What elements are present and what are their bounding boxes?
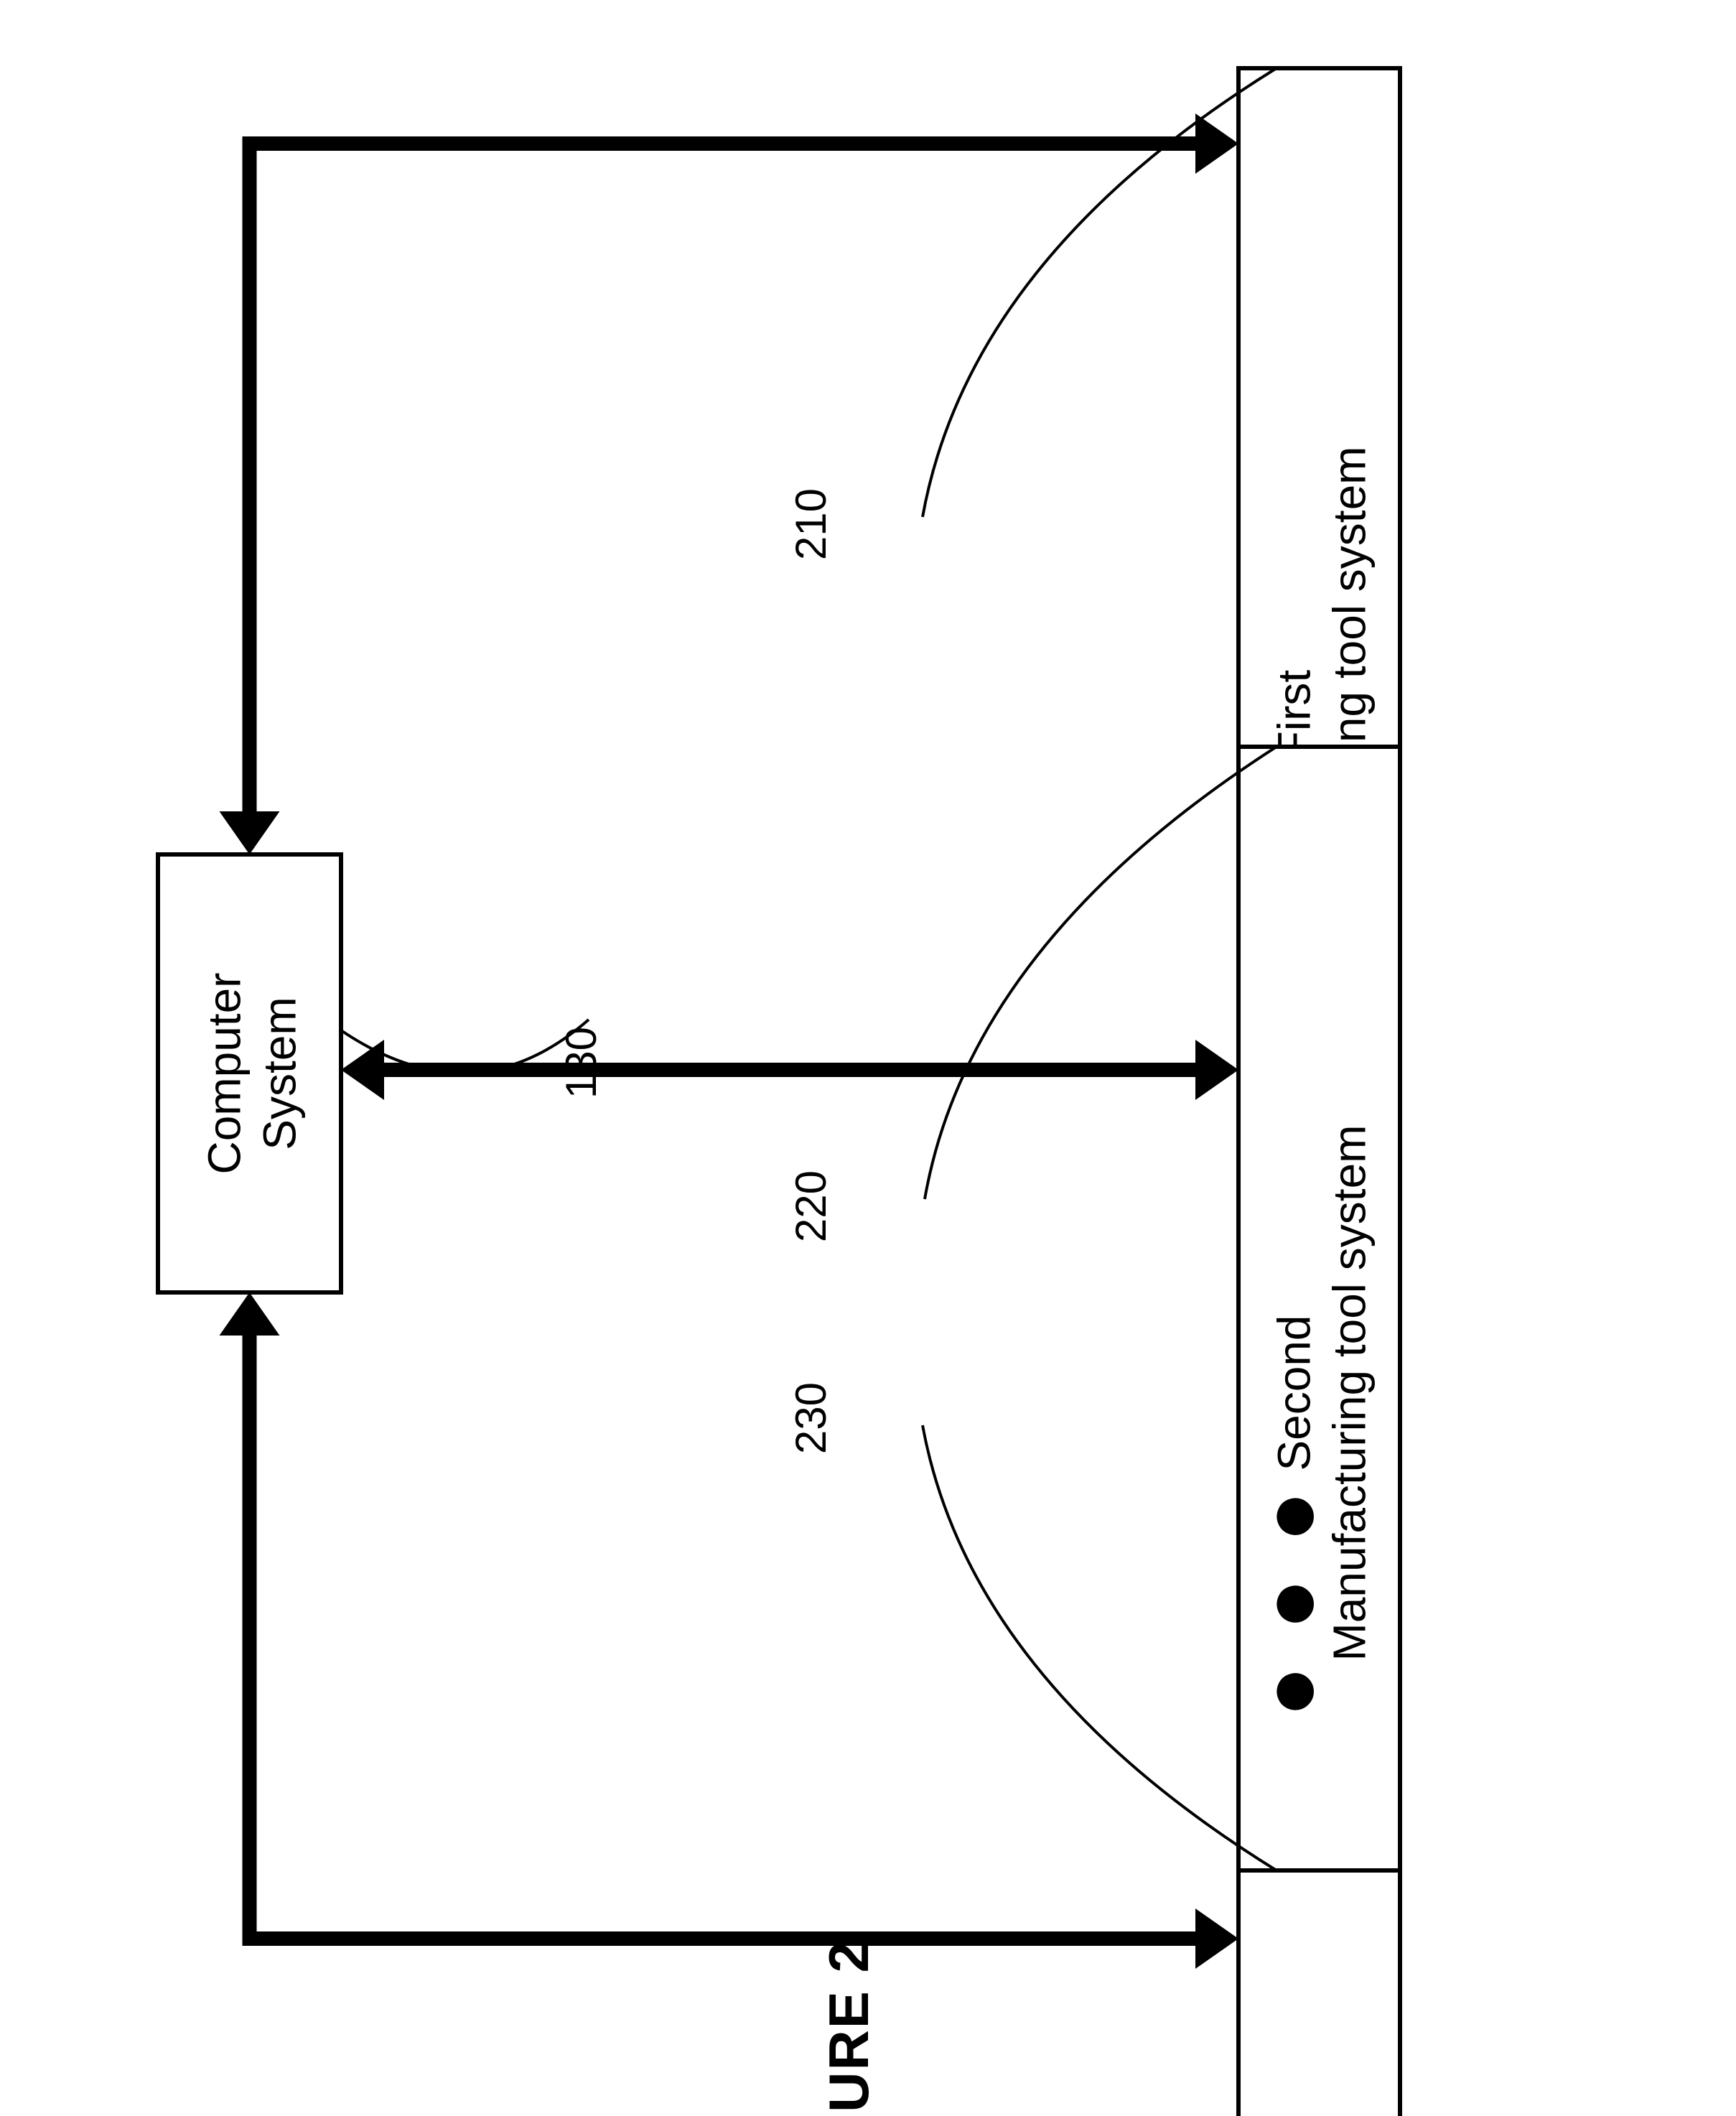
ref-230: 230 [787, 1382, 835, 1454]
figure-label: FIGURE 2 [817, 1940, 880, 2116]
ref-130: 130 [557, 1027, 605, 1099]
arrowhead [1195, 113, 1238, 174]
arrowhead [1195, 1908, 1238, 1969]
arrowhead [220, 1292, 280, 1336]
nth-tool-box [1238, 1870, 1400, 2116]
arrowhead [220, 811, 280, 854]
ref-220: 220 [787, 1170, 835, 1242]
arrowhead [341, 1040, 384, 1100]
ref-230-leader [923, 1425, 1277, 1870]
ellipsis: ● ● ● [1242, 1485, 1338, 1717]
arrowhead [1195, 1040, 1238, 1100]
ref-220-leader [925, 747, 1277, 1199]
figure-2-diagram: ComputerSystemFirstManufacturing tool sy… [0, 0, 1736, 2116]
ref-210: 210 [787, 488, 835, 560]
